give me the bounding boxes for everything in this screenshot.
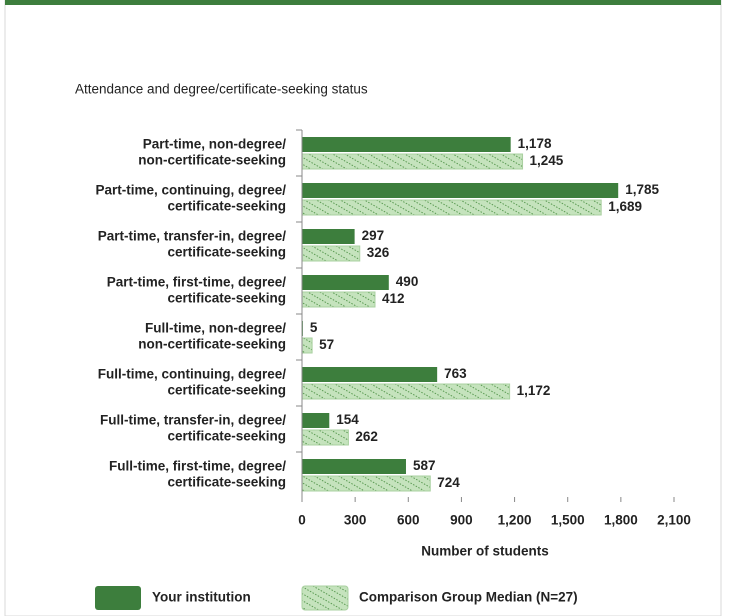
- bar: [301, 199, 602, 216]
- value-label: 154: [336, 412, 359, 427]
- value-label: 490: [396, 274, 419, 289]
- value-label: 587: [413, 458, 436, 473]
- bar: [301, 429, 349, 446]
- bar: [302, 367, 438, 382]
- x-tick-label: 1,800: [604, 513, 638, 528]
- value-label: 1,172: [517, 383, 551, 398]
- legend-swatch: [301, 585, 349, 611]
- bar: [301, 245, 361, 262]
- x-tick-label: 0: [298, 513, 306, 528]
- y-tick-label: Full-time, transfer-in, degree/: [100, 413, 286, 428]
- y-tick-label: Full-time, continuing, degree/: [98, 367, 287, 382]
- bar: [302, 275, 389, 290]
- value-label: 5: [310, 320, 318, 335]
- value-label: 326: [367, 245, 390, 260]
- chart-title: Attendance and degree/certificate-seekin…: [75, 82, 368, 97]
- value-label: 297: [362, 228, 385, 243]
- y-tick-label: non-certificate-seeking: [138, 337, 286, 352]
- y-tick-label: Full-time, non-degree/: [145, 321, 286, 336]
- y-tick-label: Part-time, non-degree/: [143, 137, 287, 152]
- bar: [302, 229, 355, 244]
- x-tick-label: 1,200: [498, 513, 532, 528]
- value-label: 57: [319, 337, 334, 352]
- y-tick-label: certificate-seeking: [167, 245, 286, 260]
- bar: [301, 337, 313, 354]
- top-band: [5, 0, 721, 5]
- x-tick-label: 300: [344, 513, 367, 528]
- bar: [302, 413, 330, 428]
- value-label: 412: [382, 291, 405, 306]
- x-tick-label: 1,500: [551, 513, 585, 528]
- y-tick-label: certificate-seeking: [167, 383, 286, 398]
- y-tick-label: certificate-seeking: [167, 429, 286, 444]
- y-tick-label: certificate-seeking: [167, 475, 286, 490]
- value-label: 1,178: [518, 136, 552, 151]
- y-tick-label: non-certificate-seeking: [138, 153, 286, 168]
- bar: [301, 475, 431, 492]
- x-axis-title: Number of students: [421, 544, 549, 559]
- legend-label: Comparison Group Median (N=27): [359, 590, 578, 605]
- legend-swatch: [95, 586, 141, 610]
- value-label: 724: [437, 475, 460, 490]
- legend-label: Your institution: [152, 590, 251, 605]
- bar: [302, 137, 511, 152]
- y-tick-label: Part-time, transfer-in, degree/: [98, 229, 287, 244]
- y-tick-label: Part-time, first-time, degree/: [107, 275, 287, 290]
- value-label: 763: [444, 366, 467, 381]
- y-tick-label: Full-time, first-time, degree/: [109, 459, 286, 474]
- y-tick-label: Part-time, continuing, degree/: [95, 183, 286, 198]
- bar: [302, 183, 619, 198]
- y-tick-label: certificate-seeking: [167, 199, 286, 214]
- value-label: 1,245: [530, 153, 564, 168]
- frame: [4, 0, 722, 616]
- x-tick-label: 600: [397, 513, 420, 528]
- x-tick-label: 900: [450, 513, 473, 528]
- bar: [302, 459, 406, 474]
- value-label: 1,689: [608, 199, 642, 214]
- x-tick-label: 2,100: [657, 513, 691, 528]
- bar: [301, 291, 376, 308]
- value-label: 1,785: [625, 182, 659, 197]
- bar: [301, 153, 524, 170]
- y-tick-label: certificate-seeking: [167, 291, 286, 306]
- bar: [301, 383, 511, 400]
- value-label: 262: [355, 429, 378, 444]
